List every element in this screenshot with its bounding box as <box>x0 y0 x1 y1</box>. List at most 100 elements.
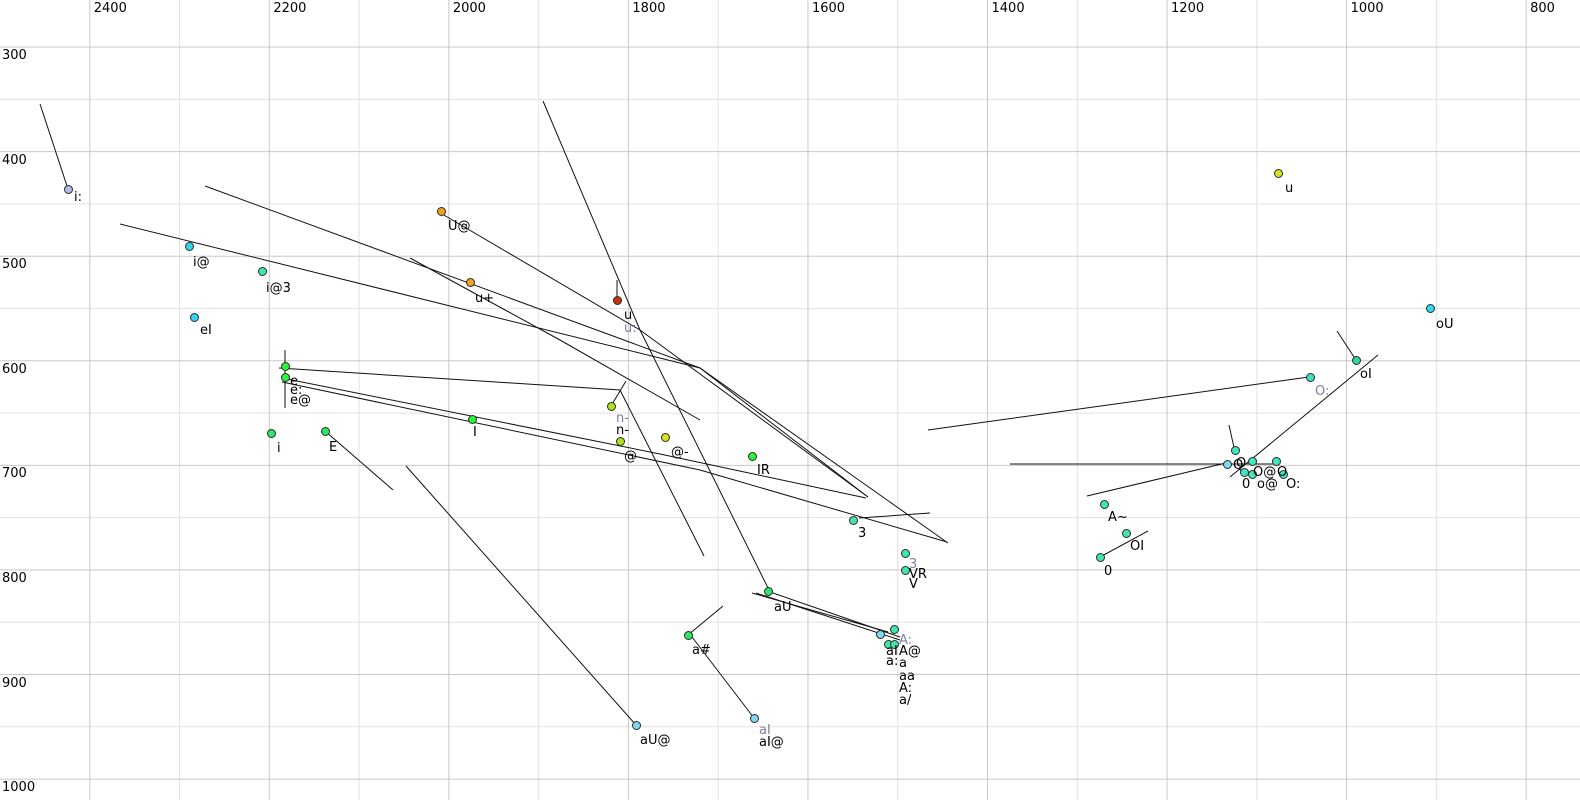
vowel-data-point[interactable] <box>889 639 899 649</box>
y-tick-label: 800 <box>2 570 27 586</box>
vowel-trajectory-line <box>204 185 869 498</box>
vowel-trajectory-line <box>324 430 394 491</box>
vowel-point-label: a/ <box>899 693 912 708</box>
vowel-data-point[interactable] <box>465 277 475 287</box>
vowel-point-label: i: <box>74 190 82 205</box>
vowel-point-label: 3 <box>909 557 918 572</box>
vowel-point-label: Q <box>1233 458 1244 473</box>
vowel-trajectory-line <box>858 512 931 519</box>
x-tick-label: 1400 <box>991 1 1025 16</box>
vowel-point-label: 0 <box>1104 564 1113 579</box>
vowel-point-label: @ <box>624 449 637 464</box>
vowel-point-label: n- <box>616 411 629 426</box>
vowel-point-label: O <box>1277 465 1288 480</box>
vowel-point-label: A: <box>899 633 913 648</box>
vowel-data-point[interactable] <box>1247 456 1257 466</box>
vowel-point-label: 0 <box>1242 477 1251 492</box>
vowel-point-label: V <box>909 577 918 592</box>
vowel-trajectory-line <box>278 367 705 557</box>
vowel-data-point[interactable] <box>63 184 73 194</box>
vowel-data-point[interactable] <box>1095 552 1105 562</box>
vowel-data-point[interactable] <box>280 361 290 371</box>
vowel-data-point[interactable] <box>320 426 330 436</box>
vowel-data-point[interactable] <box>1351 355 1361 365</box>
vowel-point-label: @- <box>671 445 689 460</box>
vowel-data-point[interactable] <box>257 266 267 276</box>
vowel-point-label: VR <box>909 567 927 582</box>
x-tick-label: 2200 <box>273 1 307 16</box>
vowel-data-point[interactable] <box>1121 528 1131 538</box>
y-tick-label: 700 <box>2 466 27 482</box>
vowel-data-point[interactable] <box>747 451 757 461</box>
vowel-data-point[interactable] <box>612 295 622 305</box>
vowel-point-label: aU <box>774 600 792 615</box>
vowel-point-label: A@ <box>899 644 921 659</box>
vowel-trajectory-line <box>39 103 69 190</box>
vowel-data-point[interactable] <box>266 428 276 438</box>
y-tick-label: 600 <box>2 361 27 377</box>
x-tick-label: 1600 <box>811 1 846 16</box>
x-tick-label: 1000 <box>1350 1 1384 16</box>
vowel-data-point[interactable] <box>875 629 885 639</box>
vowel-point-label: u <box>1285 181 1294 196</box>
y-tick-label: 500 <box>2 257 27 273</box>
vowel-data-point[interactable] <box>683 630 693 640</box>
vowel-data-point[interactable] <box>1222 459 1232 469</box>
vowel-data-point[interactable] <box>900 565 910 575</box>
vowel-data-point[interactable] <box>1278 469 1288 479</box>
vowel-point-label: eI <box>200 323 212 338</box>
trajectory-lines <box>39 100 1379 726</box>
vowel-data-point[interactable] <box>660 432 670 442</box>
vowel-data-point[interactable] <box>1271 456 1281 466</box>
vowel-data-point[interactable] <box>1099 499 1109 509</box>
vowel-data-point[interactable] <box>763 586 773 596</box>
vowel-point-label: aI <box>886 644 898 659</box>
vowel-data-point[interactable] <box>848 515 858 525</box>
x-tick-label: 2400 <box>93 1 127 16</box>
vowel-data-point[interactable] <box>631 720 641 730</box>
vowel-data-point[interactable] <box>1230 445 1240 455</box>
vowel-trajectory-line <box>119 223 949 544</box>
vowel-point-label: O: <box>1315 384 1330 399</box>
y-tick-label: 900 <box>2 675 27 691</box>
vowel-data-point[interactable] <box>189 312 199 322</box>
vowel-point-label: o@ <box>1257 477 1278 492</box>
vowel-point-label: oI <box>1360 367 1372 382</box>
vowel-data-point[interactable] <box>1273 168 1283 178</box>
vowel-trajectory-line <box>687 605 724 636</box>
vowel-data-point[interactable] <box>184 241 194 251</box>
vowel-data-point[interactable] <box>900 548 910 558</box>
vowel-point-label: u: <box>624 321 637 336</box>
vowel-point-label: aa <box>899 669 915 684</box>
vowel-trajectory-line <box>281 377 867 499</box>
vowel-data-point[interactable] <box>749 713 759 723</box>
vowel-point-label: a: <box>886 654 899 669</box>
vowel-data-point[interactable] <box>467 414 477 424</box>
vowel-data-point[interactable] <box>280 372 290 382</box>
vowel-point-label: e@ <box>290 393 311 408</box>
y-tick-label: 300 <box>2 48 27 64</box>
vowel-point-label: U@ <box>448 219 471 234</box>
vowel-point-label: aU@ <box>640 733 671 748</box>
vowel-point-label: i@3 <box>266 281 291 296</box>
y-tick-label: 400 <box>2 152 27 168</box>
vowel-data-point[interactable] <box>889 624 899 634</box>
x-tick-label: 1800 <box>632 1 666 16</box>
vowel-data-point[interactable] <box>1247 469 1257 479</box>
vowel-point-label: i@ <box>193 255 210 270</box>
vowel-point-label: e: <box>290 383 303 398</box>
vowel-data-point[interactable] <box>606 401 616 411</box>
vowel-data-point[interactable] <box>1305 372 1315 382</box>
vowel-point-label: aI@ <box>759 735 784 750</box>
vowel-trajectory-line <box>1086 461 1231 497</box>
vowel-point-label: oU <box>1436 317 1454 332</box>
vowel-point-label: 3 <box>858 526 867 541</box>
vowel-data-point[interactable] <box>1425 303 1435 313</box>
vowel-trajectory-line <box>405 465 637 726</box>
vowel-data-point[interactable] <box>615 436 625 446</box>
vowel-point-label: O <box>1236 456 1247 471</box>
vowel-data-point[interactable] <box>436 206 446 216</box>
vowel-point-label: A~ <box>1108 510 1128 525</box>
vowel-trajectory-line <box>927 376 1310 431</box>
